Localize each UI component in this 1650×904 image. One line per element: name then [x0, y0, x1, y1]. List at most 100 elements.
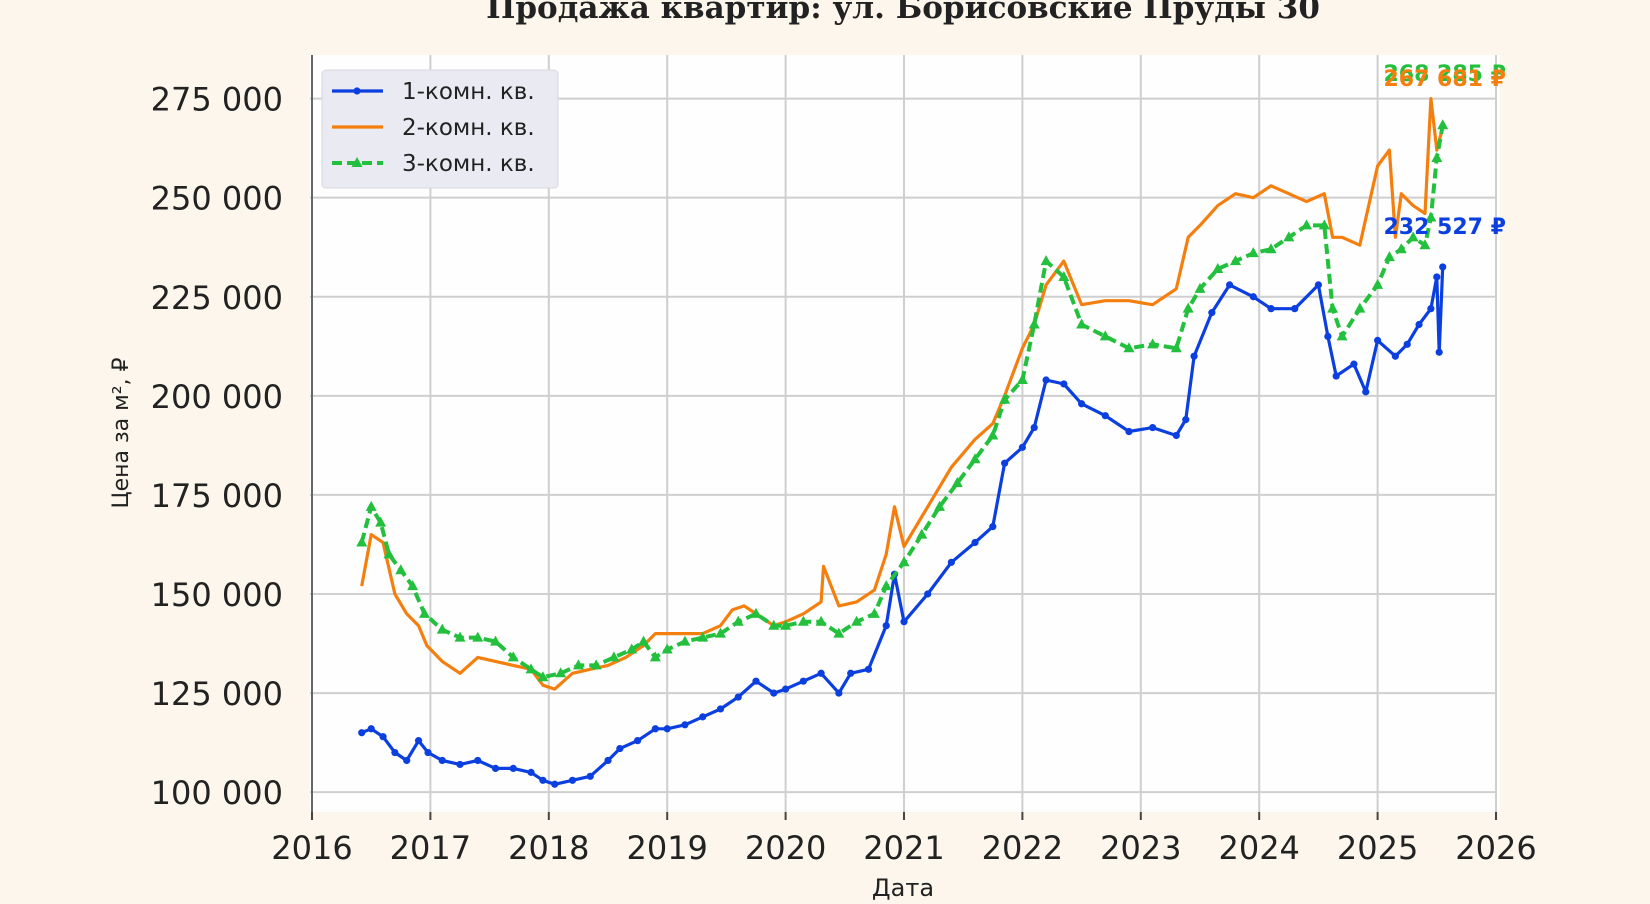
data-point	[649, 651, 661, 662]
y-tick-label: 200 000	[151, 378, 283, 416]
data-point	[1395, 243, 1407, 254]
chart-title: Продажа квартир: ул. Борисовские Пруды 3…	[486, 0, 1320, 26]
data-point	[539, 776, 547, 784]
legend-marker	[351, 157, 363, 167]
data-point	[752, 677, 760, 685]
data-point	[768, 619, 780, 630]
data-point	[1336, 330, 1348, 341]
y-tick-label: 225 000	[151, 279, 283, 317]
data-point	[989, 523, 997, 531]
data-point	[1291, 305, 1299, 313]
x-tick-label: 2025	[1337, 829, 1418, 867]
y-tick-label: 100 000	[151, 774, 283, 812]
data-point	[586, 772, 594, 780]
data-point	[1076, 318, 1088, 329]
data-point	[1226, 281, 1234, 289]
data-point	[1147, 338, 1159, 349]
data-point	[391, 748, 399, 757]
data-point	[527, 768, 535, 776]
data-point	[414, 737, 423, 745]
data-point	[1301, 219, 1313, 230]
data-point	[1208, 309, 1216, 317]
legend-label: 3-комн. кв.	[402, 151, 535, 177]
data-point	[1403, 340, 1411, 348]
data-point	[1194, 282, 1206, 293]
data-point	[568, 776, 577, 784]
data-point	[663, 725, 671, 733]
data-point	[770, 689, 778, 697]
data-point	[1101, 412, 1109, 420]
data-point	[1433, 273, 1441, 281]
data-point	[438, 756, 446, 765]
y-tick-label: 175 000	[151, 477, 283, 515]
data-point	[716, 705, 725, 713]
data-point	[1172, 431, 1180, 440]
data-point	[472, 631, 484, 642]
x-tick-label: 2017	[390, 829, 471, 867]
data-point	[616, 744, 624, 753]
data-point	[1431, 152, 1443, 163]
data-point	[1439, 263, 1447, 271]
data-point	[1149, 423, 1157, 432]
y-tick-label: 250 000	[151, 180, 283, 218]
data-point	[661, 643, 673, 654]
x-tick-label: 2026	[1455, 829, 1536, 867]
data-point	[1327, 302, 1339, 313]
data-point	[1324, 332, 1332, 340]
data-point	[868, 607, 880, 618]
data-point	[1060, 380, 1068, 388]
data-point	[797, 615, 809, 626]
data-point	[697, 631, 709, 642]
data-point	[638, 635, 650, 646]
data-point	[1030, 423, 1038, 432]
legend-box	[321, 69, 559, 189]
data-point	[436, 623, 448, 634]
data-point	[969, 453, 981, 464]
series-3	[356, 119, 1449, 682]
data-point	[626, 643, 638, 654]
data-point	[1028, 318, 1040, 329]
data-point	[1318, 219, 1330, 230]
x-tick-label: 2024	[1218, 829, 1299, 867]
legend-marker	[353, 87, 361, 95]
data-point	[356, 536, 368, 547]
data-point	[1415, 320, 1423, 329]
y-tick-label: 275 000	[151, 81, 283, 119]
x-tick-label: 2023	[1100, 829, 1181, 867]
data-point	[1425, 211, 1437, 222]
data-point	[951, 477, 963, 488]
data-point	[1383, 251, 1395, 262]
data-point	[418, 607, 430, 618]
data-point	[1212, 263, 1224, 274]
data-point	[782, 685, 790, 693]
data-point	[851, 615, 863, 626]
x-tick-label: 2018	[508, 829, 589, 867]
data-point	[1190, 352, 1198, 360]
data-point	[1001, 459, 1009, 467]
data-point	[1391, 352, 1399, 360]
y-tick-label: 125 000	[151, 675, 283, 713]
x-tick-label: 2022	[982, 829, 1063, 867]
data-point	[880, 580, 892, 591]
data-point	[1427, 305, 1435, 313]
data-point	[750, 607, 762, 618]
data-point	[1042, 376, 1050, 384]
data-point	[900, 618, 908, 626]
data-point	[732, 615, 744, 626]
end-value-label: 232 527 ₽	[1383, 215, 1505, 240]
data-point	[604, 756, 612, 765]
data-point	[572, 659, 584, 670]
data-point	[1374, 336, 1382, 344]
data-point	[987, 429, 999, 440]
x-tick-label: 2019	[626, 829, 707, 867]
data-point	[1350, 360, 1358, 368]
data-point	[714, 627, 726, 638]
legend-label: 1-комн. кв.	[402, 79, 535, 105]
data-point	[383, 548, 395, 559]
data-point	[537, 671, 549, 682]
series-layer	[356, 96, 1449, 788]
data-point	[1249, 293, 1257, 301]
grid	[310, 55, 1497, 812]
data-point	[1267, 305, 1275, 313]
